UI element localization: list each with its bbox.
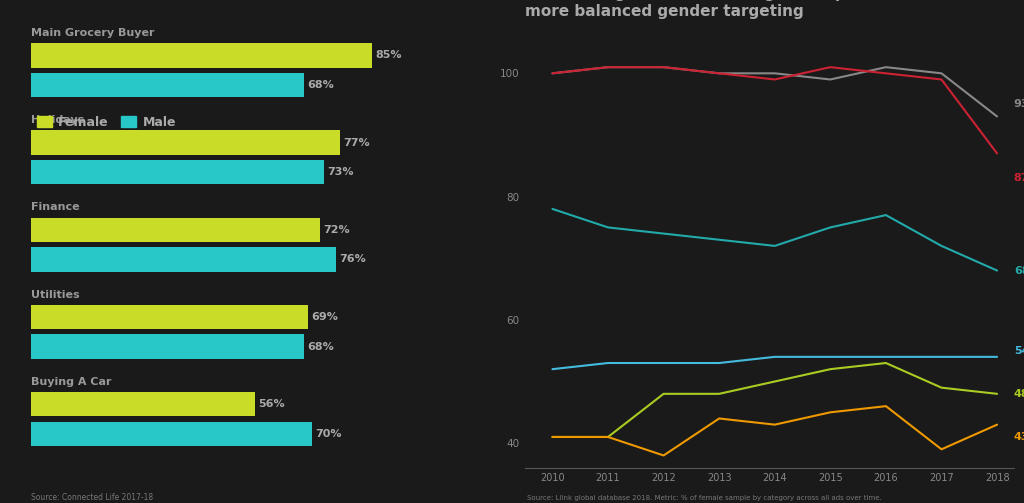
Bar [31,218,319,242]
Text: 73%: 73% [327,167,353,177]
Text: 43%: 43% [1014,432,1024,442]
Text: 68%: 68% [307,80,334,90]
Text: 68%: 68% [1014,266,1024,276]
Text: Utilities: Utilities [31,290,79,300]
Text: 85%: 85% [375,50,401,60]
Text: 76%: 76% [339,255,366,265]
Text: 48%: 48% [1014,389,1024,399]
Text: Source: Connected Life 2017-18: Source: Connected Life 2017-18 [31,493,153,502]
Bar [31,130,340,155]
Text: 87%: 87% [1014,173,1024,183]
Text: 69%: 69% [311,312,338,322]
Bar [31,73,303,97]
Text: 93%: 93% [1014,99,1024,109]
Legend: Female, Male: Female, Male [37,116,176,129]
Bar [31,43,372,68]
Text: Some categories are starting to adopt
more balanced gender targeting: Some categories are starting to adopt mo… [524,0,853,19]
Text: Finance: Finance [31,202,79,212]
Text: Buying A Car: Buying A Car [31,377,112,387]
Text: Main Grocery Buyer: Main Grocery Buyer [31,28,155,38]
Text: 54%: 54% [1014,346,1024,356]
Bar [31,392,255,416]
Text: Holidays: Holidays [31,115,84,125]
Bar [31,422,311,446]
Text: 72%: 72% [323,225,349,235]
Text: 68%: 68% [307,342,334,352]
Bar [31,334,303,359]
Bar [31,305,307,329]
Text: 56%: 56% [259,399,286,409]
Text: Source: Llink global database 2018. Metric: % of female sample by category acros: Source: Llink global database 2018. Metr… [527,495,882,501]
Text: 70%: 70% [314,429,341,439]
Bar [31,160,324,185]
Bar [31,247,336,272]
Text: 77%: 77% [343,138,370,148]
